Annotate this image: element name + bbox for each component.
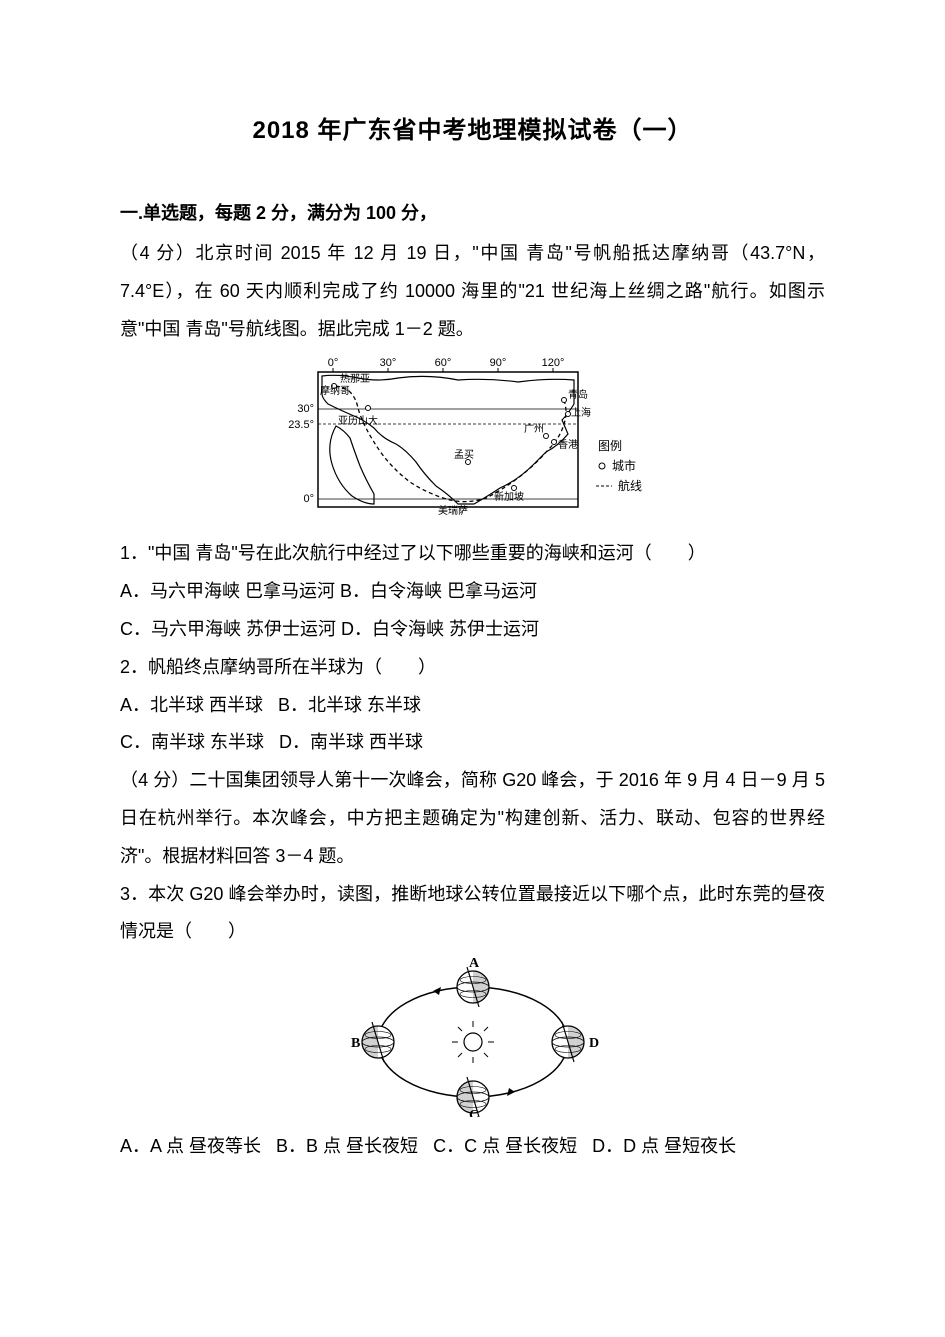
lat-30: 30°: [297, 403, 314, 415]
orbit-label-a: A: [469, 957, 480, 971]
city-shanghai: 上海: [571, 406, 591, 419]
city-ext2: 美瑞萨: [438, 504, 468, 517]
passage-2: （4 分）二十国集团领导人第十一次峰会，简称 G20 峰会，于 2016 年 9…: [120, 762, 825, 875]
q2-option-d[interactable]: D．南半球 西半球: [279, 732, 423, 752]
q3-stem: 3．本次 G20 峰会举办时，读图，推断地球公转位置最接近以下哪个点，此时东莞的…: [120, 876, 825, 952]
q1-option-c[interactable]: C．马六甲海峡 苏伊士运河: [120, 619, 336, 639]
q2-row-cd: C．南半球 东半球 D．南半球 西半球: [120, 724, 825, 762]
lon-90: 90°: [489, 357, 506, 369]
q2-stem: 2．帆船终点摩纳哥所在半球为（ ）: [120, 649, 825, 687]
city-alex: 亚历山大: [338, 414, 378, 427]
legend-route: 航线: [618, 478, 642, 493]
q1-option-d[interactable]: D．白令海峡 苏伊士运河: [341, 619, 539, 639]
q3-options: A．A 点 昼夜等长 B．B 点 昼长夜短 C．C 点 昼长夜短 D．D 点 昼…: [120, 1128, 825, 1166]
q1-option-b[interactable]: B．白令海峡 巴拿马运河: [340, 581, 537, 601]
city-qingdao: 青岛: [568, 388, 588, 401]
city-guangzhou: 广州: [524, 423, 544, 435]
q1-row-cd: C．马六甲海峡 苏伊士运河 D．白令海峡 苏伊士运河: [120, 611, 825, 649]
q2-row-ab: A．北半球 西半球 B．北半球 东半球: [120, 687, 825, 725]
q3-option-a[interactable]: A．A 点 昼夜等长: [120, 1136, 261, 1156]
q3-option-b[interactable]: B．B 点 昼长夜短: [276, 1136, 418, 1156]
q3-option-c[interactable]: C．C 点 昼长夜短: [433, 1136, 577, 1156]
city-ext1: 热那亚: [340, 372, 370, 385]
figure-route-map: 0° 30° 60° 90° 120° 30° 23.5° 0°: [120, 354, 825, 529]
q1-stem: 1．"中国 青岛"号在此次航行中经过了以下哪些重要的海峡和运河（ ）: [120, 535, 825, 573]
q1-row-ab: A．马六甲海峡 巴拿马运河 B．白令海峡 巴拿马运河: [120, 573, 825, 611]
passage-1: （4 分）北京时间 2015 年 12 月 19 日，"中国 青岛"号帆船抵达摩…: [120, 235, 825, 348]
city-hongkong: 香港: [558, 439, 578, 451]
q2-option-b[interactable]: B．北半球 东半球: [278, 695, 421, 715]
q2-option-a[interactable]: A．北半球 西半球: [120, 695, 263, 715]
lat-23p5: 23.5°: [288, 419, 314, 431]
exam-page: 2018 年广东省中考地理模拟试卷（一） 一.单选题，每题 2 分，满分为 10…: [0, 0, 945, 1337]
legend-title: 图例: [598, 439, 622, 453]
figure-orbit: A B C D: [120, 957, 825, 1122]
city-india: 孟买: [454, 449, 474, 461]
lon-120: 120°: [541, 357, 564, 369]
lon-30: 30°: [379, 357, 396, 369]
orbit-label-c: C: [469, 1108, 479, 1117]
city-singapore: 新加坡: [494, 490, 524, 503]
q3-option-d[interactable]: D．D 点 昼短夜长: [592, 1136, 736, 1156]
lon-0: 0°: [327, 357, 338, 369]
lon-60: 60°: [434, 357, 451, 369]
lat-0: 0°: [303, 493, 314, 505]
q2-option-c[interactable]: C．南半球 东半球: [120, 732, 264, 752]
orbit-label-d: D: [589, 1036, 599, 1051]
city-morocco: 摩纳哥: [320, 384, 350, 397]
legend-city: 城市: [612, 458, 636, 473]
q1-option-a[interactable]: A．马六甲海峡 巴拿马运河: [120, 581, 335, 601]
section-header: 一.单选题，每题 2 分，满分为 100 分，: [120, 199, 825, 225]
page-title: 2018 年广东省中考地理模拟试卷（一）: [120, 110, 825, 145]
route-map-svg: 0° 30° 60° 90° 120° 30° 23.5° 0°: [278, 354, 668, 524]
orbit-svg: A B C D: [343, 957, 603, 1117]
orbit-label-b: B: [351, 1036, 360, 1051]
